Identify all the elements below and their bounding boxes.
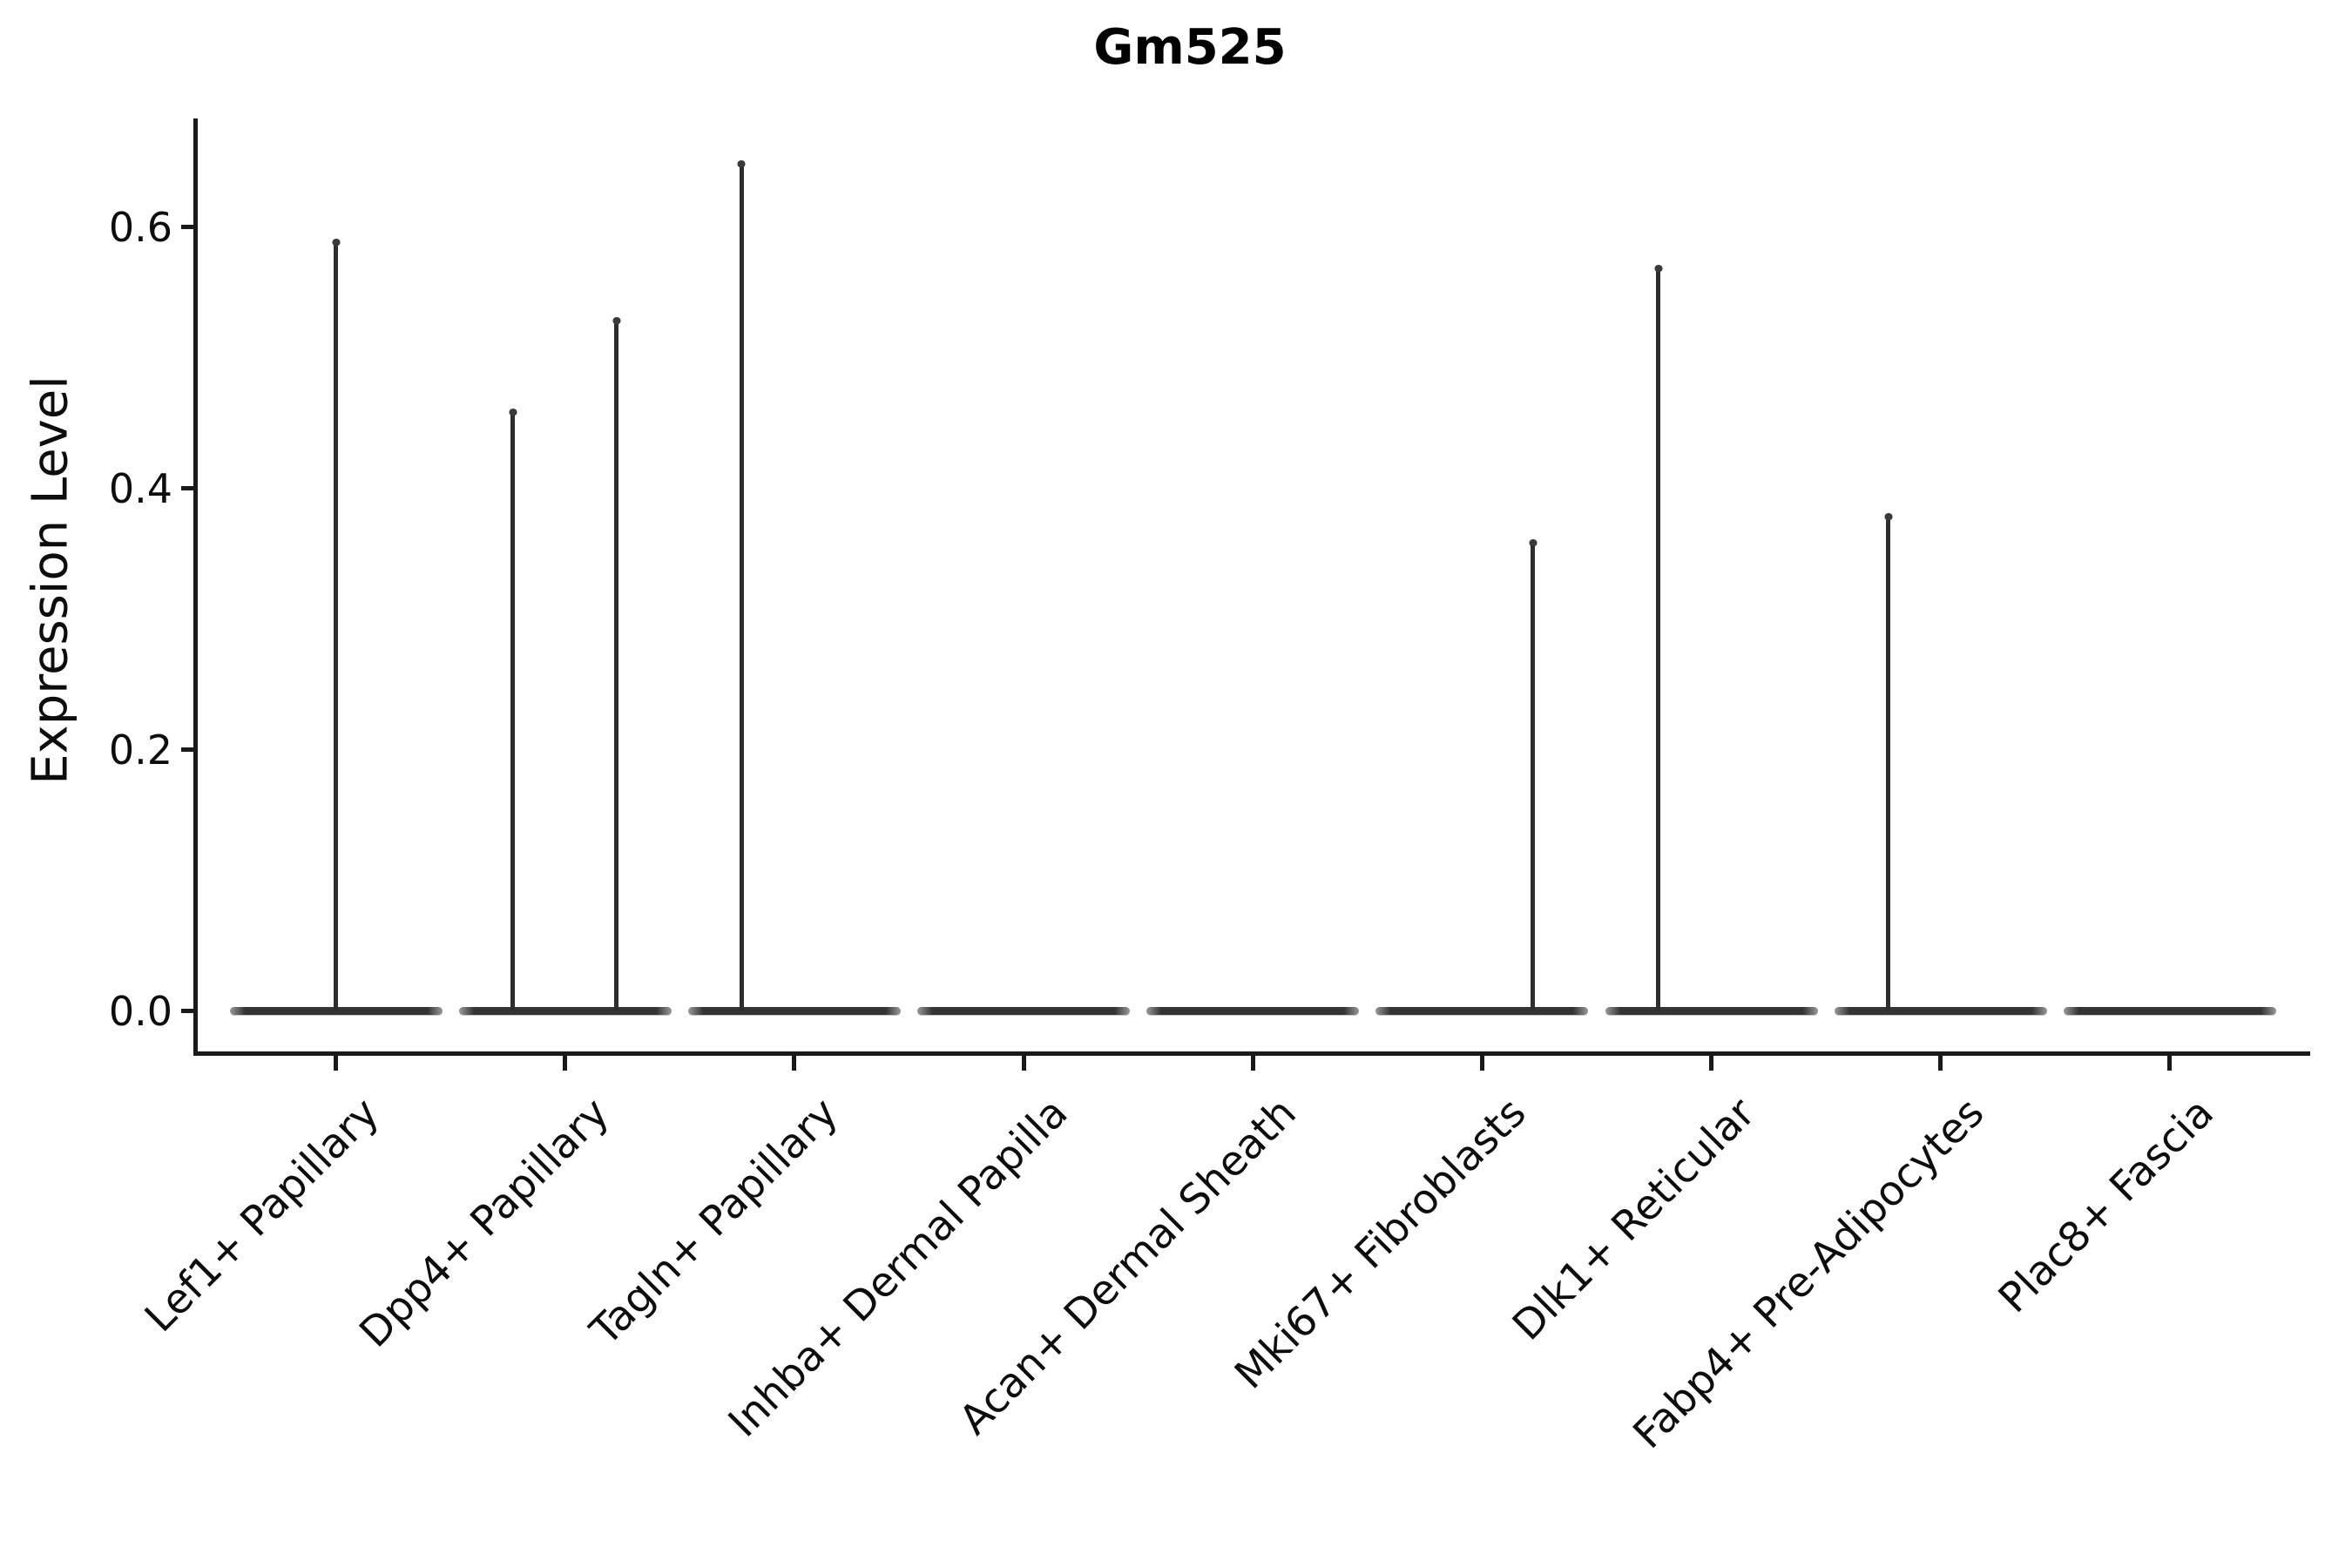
y-tick [180,1009,194,1013]
y-tick-label: 0.4 [108,464,172,512]
violin-spike [334,240,338,1011]
x-tick [1479,1056,1484,1071]
y-tick [180,747,194,753]
violin-spike [614,318,619,1011]
x-tick [1938,1056,1943,1071]
x-tick-label: Tagln+ Papillary [581,1089,848,1355]
violin-spike [739,162,744,1011]
violin-body [917,1007,1130,1015]
x-tick-label: Dlk1+ Reticular [1503,1089,1765,1350]
y-tick [180,486,194,491]
violin-body [2063,1007,2276,1015]
violin-spike [1531,540,1536,1011]
x-tick [1250,1056,1255,1071]
y-axis-label: Expression Level [22,375,79,785]
violin-spike [1886,514,1891,1011]
x-tick-label: Dpp4+ Papillary [349,1089,618,1357]
y-tick-label: 0.6 [108,203,172,251]
violin-body [458,1007,672,1015]
violin-spike [1656,266,1661,1011]
y-axis-spine [193,118,198,1056]
x-tick [334,1056,338,1071]
x-tick [1021,1056,1026,1071]
violin-body [229,1007,443,1015]
y-tick-label: 0.2 [108,726,172,774]
violin-spike [510,409,516,1011]
x-tick [2167,1056,2173,1071]
violin-body [1375,1007,1589,1015]
y-tick-label: 0.0 [108,987,172,1035]
violin-body [1834,1007,2047,1015]
x-tick-label: Plac8+ Fascia [1989,1089,2223,1322]
violin-body [1146,1007,1360,1015]
y-tick [180,225,194,230]
x-axis-spine [193,1051,2310,1056]
violin-body [1605,1007,1818,1015]
x-tick [563,1056,568,1071]
x-tick [792,1056,797,1071]
plot-title: Gm525 [1093,19,1287,76]
x-tick [1709,1056,1714,1071]
x-tick-label: Lef1+ Papillary [136,1089,389,1342]
violin-body [687,1007,901,1015]
